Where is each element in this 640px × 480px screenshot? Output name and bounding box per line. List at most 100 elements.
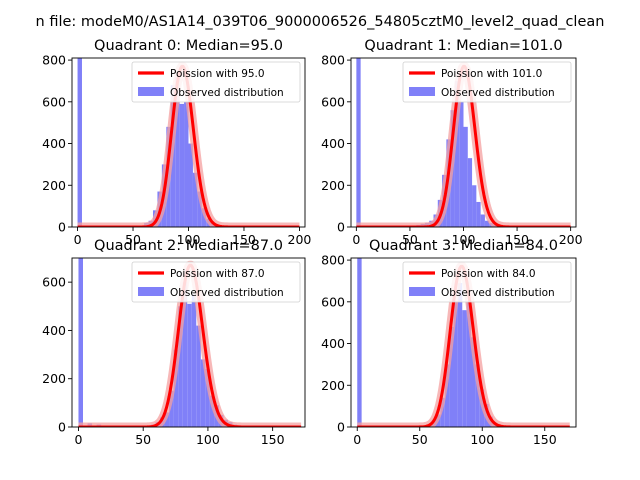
legend: Poission with 101.0 Observed distribution	[402, 61, 572, 103]
panel-0: 0 50 100 150 200 0 200 400 600 800 Quadrant 0: Med…	[42, 38, 311, 247]
y-tick-label: 400	[42, 323, 66, 338]
panel-2: 0 50 100 150 0 200 400 600 Quadrant 2: Median=87…	[42, 238, 306, 447]
x-tick-label: 150	[505, 232, 529, 247]
legend-box	[131, 61, 301, 103]
y-tick-label: 0	[58, 220, 66, 235]
hist-bar	[454, 80, 460, 227]
y-tick-label: 200	[321, 178, 345, 193]
legend-hist-swatch	[409, 287, 435, 296]
hist-bar	[449, 326, 454, 427]
hist-bar	[484, 220, 490, 227]
hist-bar	[480, 214, 485, 227]
hist-bar	[191, 294, 197, 427]
hist-bar	[78, 258, 84, 427]
y-tick-label: 800	[42, 53, 66, 68]
hist-bar	[187, 303, 192, 427]
panel-title: Quadrant 3: Median=84.0	[369, 238, 558, 254]
axes-frame	[350, 257, 577, 428]
y-tick-label: 200	[42, 178, 66, 193]
hist-bar	[175, 76, 180, 227]
y-tick-label: 200	[42, 371, 66, 386]
legend-box	[402, 261, 572, 303]
legend-hist-label: Observed distribution	[441, 87, 555, 99]
x-tick-label: 100	[196, 432, 220, 447]
x-tick-label: 0	[74, 232, 82, 247]
hist-bar	[356, 58, 361, 227]
y-tick-label: 400	[42, 136, 66, 151]
x-tick-label: 50	[125, 232, 141, 247]
hist-bar	[463, 126, 468, 227]
x-tick-label: 0	[74, 432, 82, 447]
axes-frame	[71, 257, 306, 428]
x-tick-label: 50	[412, 432, 428, 447]
hist-bar	[209, 395, 215, 427]
y-tick-label: 0	[337, 420, 345, 435]
legend-poisson-label: Poission with 84.0	[441, 268, 536, 280]
legend: Poission with 87.0 Observed distribution	[131, 261, 301, 303]
panel-title: Quadrant 0: Median=95.0	[94, 38, 283, 54]
panel-3: 0 50 100 150 0 200 400 600 800 Quadrant 3: Median…	[321, 238, 577, 447]
y-tick-label: 600	[42, 275, 66, 290]
x-tick-label: 0	[353, 432, 361, 447]
y-tick-label: 0	[58, 420, 66, 435]
legend-hist-label: Observed distribution	[441, 287, 555, 299]
legend-hist-swatch	[138, 287, 164, 296]
hist-bar	[200, 359, 206, 427]
legend-hist-label: Observed distribution	[170, 87, 284, 99]
legend-poisson-label: Poission with 95.0	[170, 68, 265, 80]
hist-bar	[459, 101, 464, 227]
x-tick-label: 150	[232, 232, 256, 247]
hist-bar	[196, 325, 201, 427]
hist-bar	[457, 283, 463, 427]
legend-hist-label: Observed distribution	[170, 287, 284, 299]
hist-bar	[471, 337, 476, 427]
hist-bar	[205, 369, 210, 427]
x-tick-label: 200	[559, 232, 583, 247]
legend-hist-swatch	[138, 87, 164, 96]
x-tick-label: 100	[177, 232, 201, 247]
legend: Poission with 84.0 Observed distribution	[402, 261, 572, 303]
figure-suptitle: n file: modeM0/AS1A14_039T06_9000006526_…	[36, 14, 605, 30]
y-tick-label: 400	[321, 136, 345, 151]
legend-hist-swatch	[409, 87, 435, 96]
y-tick-label: 600	[321, 94, 345, 109]
hist-bar	[77, 58, 82, 227]
legend-box	[131, 261, 301, 303]
hist-bar	[357, 258, 362, 427]
hist-bar	[476, 201, 481, 227]
x-tick-label: 100	[470, 432, 494, 447]
y-tick-label: 600	[42, 94, 66, 109]
y-tick-label: 800	[321, 253, 345, 268]
y-tick-label: 0	[337, 220, 345, 235]
legend: Poission with 95.0 Observed distribution	[131, 61, 301, 103]
x-tick-label: 150	[261, 432, 285, 447]
panel-title: Quadrant 1: Median=101.0	[364, 38, 562, 54]
hist-bar	[466, 301, 471, 427]
y-tick-label: 800	[321, 53, 345, 68]
panel-title: Quadrant 2: Median=87.0	[94, 238, 283, 254]
x-tick-label: 100	[452, 232, 476, 247]
hist-bar	[453, 301, 458, 427]
hist-bar	[192, 172, 198, 227]
hist-bar	[184, 101, 189, 227]
x-tick-label: 200	[288, 232, 312, 247]
y-tick-label: 600	[321, 294, 345, 309]
hist-bar	[444, 364, 450, 427]
hist-bar	[188, 143, 193, 227]
legend-box	[402, 61, 572, 103]
x-tick-label: 150	[533, 432, 557, 447]
y-tick-label: 200	[321, 378, 345, 393]
x-tick-label: 50	[135, 432, 151, 447]
panel-1: 0 50 100 150 200 0 200 400 600 800 Quadrant 1: Med…	[321, 38, 582, 247]
hist-bar	[467, 158, 473, 227]
hist-bar	[475, 364, 480, 427]
hist-bar	[179, 103, 185, 227]
hist-bar	[440, 397, 445, 427]
hist-bar	[197, 191, 202, 227]
hist-bar	[182, 282, 188, 427]
hist-bar	[462, 310, 467, 427]
x-tick-label: 50	[402, 232, 418, 247]
y-tick-label: 400	[321, 336, 345, 351]
legend-poisson-label: Poission with 87.0	[170, 268, 265, 280]
